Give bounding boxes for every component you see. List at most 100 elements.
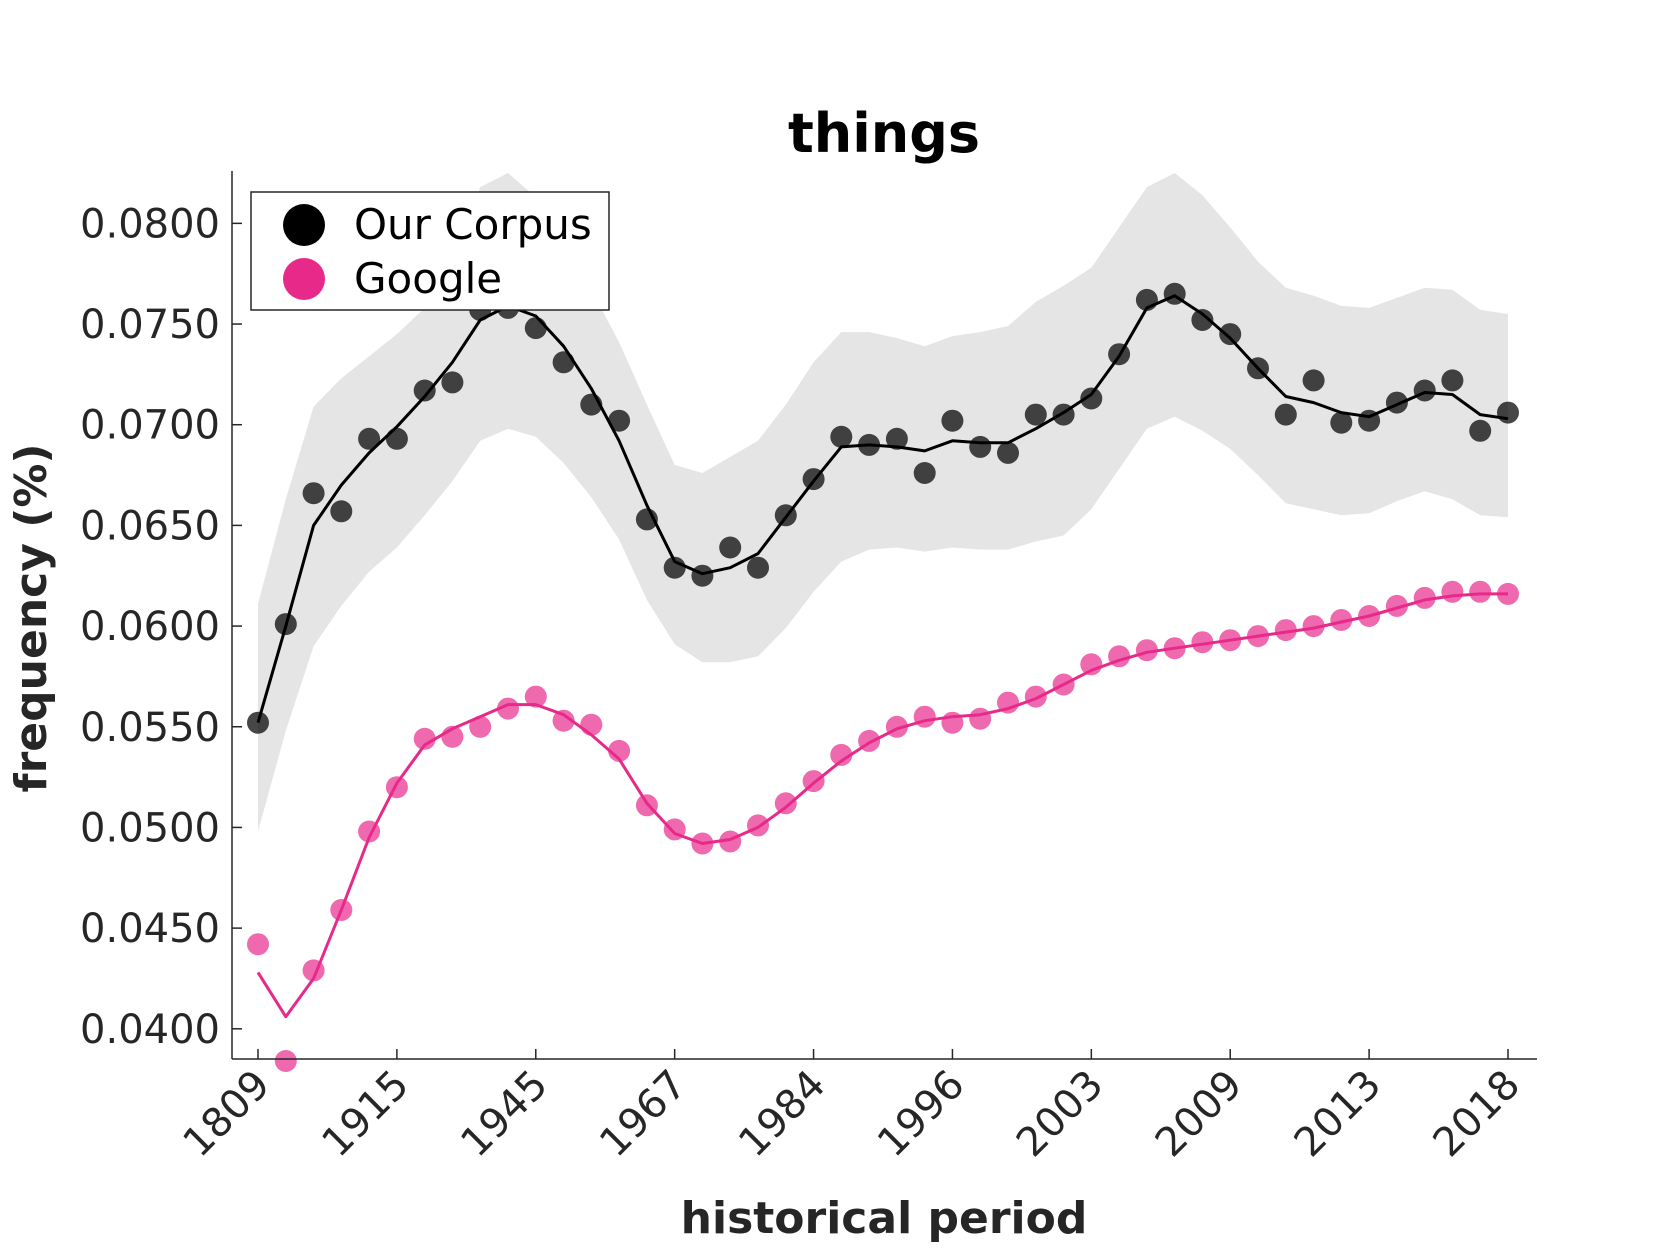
data-point-our-corpus bbox=[747, 556, 769, 579]
data-point-google bbox=[608, 739, 631, 762]
data-point-our-corpus bbox=[997, 441, 1019, 464]
data-point-our-corpus bbox=[719, 536, 742, 559]
data-point-our-corpus bbox=[274, 613, 297, 636]
data-point-our-corpus bbox=[358, 427, 381, 450]
our-corpus-band bbox=[258, 173, 1508, 832]
data-point-our-corpus bbox=[1497, 401, 1519, 424]
data-point-google bbox=[1135, 639, 1158, 662]
axes bbox=[231, 171, 1537, 1060]
legend-label-google: Google bbox=[354, 254, 502, 303]
data-point-our-corpus bbox=[524, 317, 547, 340]
legend-label-our-corpus: Our Corpus bbox=[354, 200, 592, 249]
data-point-our-corpus bbox=[413, 379, 436, 402]
data-point-google bbox=[913, 705, 936, 728]
data-point-our-corpus bbox=[1108, 343, 1131, 366]
data-point-google bbox=[358, 820, 381, 843]
legend: Our Corpus Google bbox=[250, 191, 610, 311]
data-point-our-corpus bbox=[830, 425, 853, 448]
y-tick-label: 0.0550 bbox=[80, 705, 220, 751]
data-point-google bbox=[1413, 586, 1436, 609]
data-point-our-corpus bbox=[1441, 369, 1464, 392]
data-point-google bbox=[719, 830, 742, 853]
data-point-our-corpus bbox=[1219, 323, 1242, 346]
data-point-google bbox=[552, 709, 575, 732]
data-point-google bbox=[830, 743, 853, 766]
data-point-our-corpus bbox=[1191, 309, 1214, 331]
data-point-our-corpus bbox=[1163, 282, 1186, 305]
data-point-google bbox=[1052, 673, 1075, 696]
data-point-our-corpus bbox=[1302, 369, 1325, 392]
data-point-our-corpus bbox=[1052, 403, 1075, 426]
data-point-google bbox=[1108, 645, 1131, 668]
data-point-our-corpus bbox=[1135, 288, 1158, 311]
data-point-our-corpus bbox=[1358, 409, 1381, 432]
data-point-google bbox=[1163, 637, 1186, 660]
data-point-our-corpus bbox=[1247, 357, 1269, 380]
y-tick-label: 0.0450 bbox=[80, 906, 220, 952]
data-point-google bbox=[747, 814, 769, 837]
y-tick-label: 0.0500 bbox=[80, 805, 220, 851]
y-tick-label: 0.0650 bbox=[80, 503, 220, 549]
data-point-google bbox=[385, 776, 408, 799]
data-point-our-corpus bbox=[885, 427, 908, 450]
data-point-google bbox=[1302, 615, 1325, 638]
data-point-google bbox=[635, 794, 658, 817]
data-point-our-corpus bbox=[1080, 387, 1103, 410]
y-axis-label: frequency (%) bbox=[6, 443, 57, 792]
data-point-google bbox=[1358, 605, 1381, 627]
data-point-google bbox=[663, 818, 686, 841]
data-point-google bbox=[885, 715, 908, 738]
data-point-google bbox=[941, 711, 964, 734]
data-point-our-corpus bbox=[969, 435, 992, 458]
data-point-our-corpus bbox=[774, 504, 797, 527]
data-point-google bbox=[691, 832, 714, 855]
y-tick-label: 0.0400 bbox=[80, 1007, 220, 1053]
data-point-our-corpus bbox=[1274, 403, 1297, 426]
data-point-our-corpus bbox=[1385, 391, 1408, 414]
data-point-google bbox=[802, 770, 825, 793]
data-point-google bbox=[497, 697, 519, 720]
data-point-google bbox=[969, 707, 992, 730]
data-point-our-corpus bbox=[247, 711, 269, 734]
data-point-our-corpus bbox=[441, 371, 464, 394]
x-axis-label: historical period bbox=[681, 1193, 1088, 1244]
data-point-google bbox=[469, 715, 492, 738]
data-point-google bbox=[1080, 653, 1103, 676]
data-point-our-corpus bbox=[1469, 419, 1492, 442]
data-point-google bbox=[580, 713, 603, 736]
data-point-google bbox=[1497, 582, 1519, 605]
data-point-google bbox=[1441, 580, 1464, 603]
data-point-google bbox=[524, 685, 547, 708]
data-point-google bbox=[330, 899, 353, 921]
data-point-our-corpus bbox=[941, 409, 964, 432]
data-point-our-corpus bbox=[330, 500, 353, 523]
series-line-our-corpus bbox=[256, 294, 1509, 724]
data-point-google bbox=[1385, 594, 1408, 617]
data-point-our-corpus bbox=[552, 351, 575, 374]
data-point-google bbox=[247, 933, 269, 956]
trend-lines-layer bbox=[256, 294, 1509, 1019]
data-point-google bbox=[858, 729, 881, 752]
data-point-our-corpus bbox=[802, 468, 825, 491]
legend-marker-our-corpus bbox=[283, 204, 325, 246]
data-point-our-corpus bbox=[1330, 411, 1353, 434]
data-point-our-corpus bbox=[385, 427, 408, 450]
data-point-our-corpus bbox=[913, 462, 936, 484]
data-point-google bbox=[1247, 625, 1269, 648]
data-points-layer bbox=[247, 282, 1519, 1072]
data-point-google bbox=[1469, 580, 1492, 603]
data-point-google bbox=[1024, 685, 1047, 708]
data-point-google bbox=[302, 959, 325, 982]
data-point-our-corpus bbox=[608, 409, 631, 432]
data-point-our-corpus bbox=[580, 393, 603, 416]
y-ticks: 0.0400 0.0450 0.0500 0.0550 0.0600 0.0650 0.07… bbox=[80, 201, 242, 1053]
data-point-google bbox=[274, 1050, 297, 1072]
data-point-our-corpus bbox=[691, 564, 714, 587]
data-point-google bbox=[441, 725, 464, 748]
data-point-google bbox=[1330, 609, 1353, 631]
data-point-our-corpus bbox=[635, 508, 658, 531]
confidence-band-layer bbox=[258, 173, 1508, 832]
data-point-google bbox=[774, 792, 797, 815]
